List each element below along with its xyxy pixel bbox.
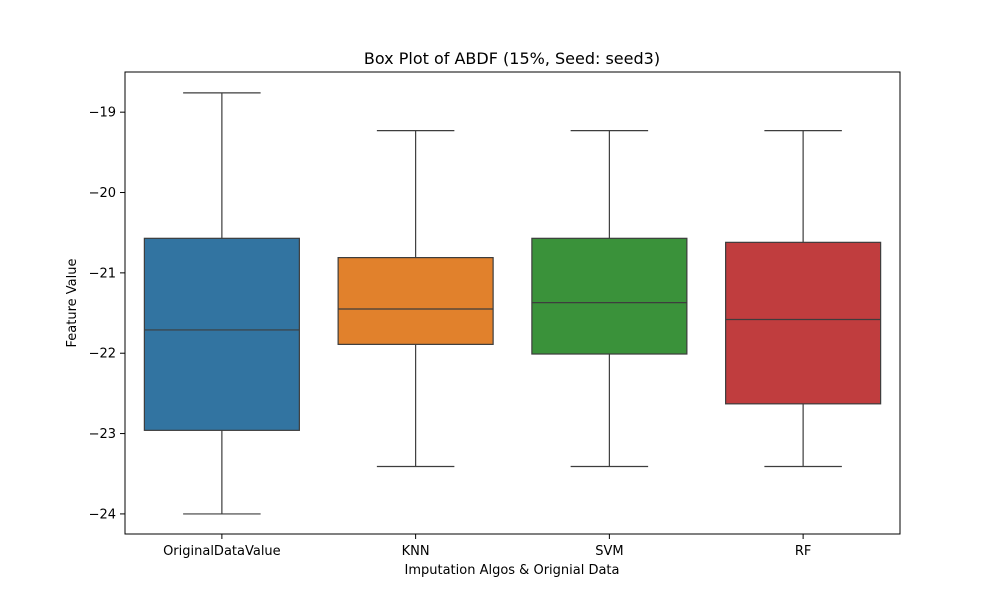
y-axis-label: Feature Value	[65, 259, 80, 348]
x-tick-label: RF	[795, 544, 812, 559]
y-tick-label: −22	[89, 347, 116, 362]
box-svm	[531, 130, 688, 468]
y-tick-label: −20	[89, 186, 116, 201]
x-axis-label: Imputation Algos & Orignial Data	[404, 563, 619, 578]
box-knn	[337, 130, 494, 468]
x-tick-label: SVM	[595, 544, 623, 559]
iqr-box	[531, 237, 688, 355]
x-axis: OriginalDataValue KNN SVM RF	[163, 534, 811, 559]
iqr-box	[337, 257, 494, 345]
chart-title: Box Plot of ABDF (15%, Seed: seed3)	[364, 49, 660, 68]
x-tick-label: OriginalDataValue	[163, 544, 281, 559]
plot-frame	[124, 71, 901, 535]
iqr-box	[725, 241, 882, 405]
y-tick-label: −19	[89, 106, 116, 121]
box-originaldatavalue	[143, 92, 300, 515]
x-tick-label: KNN	[402, 544, 430, 559]
y-axis: −19 −20 −21 −22 −23 −24	[89, 106, 125, 522]
y-tick-label: −24	[89, 507, 116, 522]
iqr-box	[143, 237, 300, 431]
y-tick-label: −23	[89, 427, 116, 442]
box-rf	[725, 130, 882, 468]
plot-area	[143, 92, 882, 515]
y-tick-label: −21	[89, 266, 116, 281]
